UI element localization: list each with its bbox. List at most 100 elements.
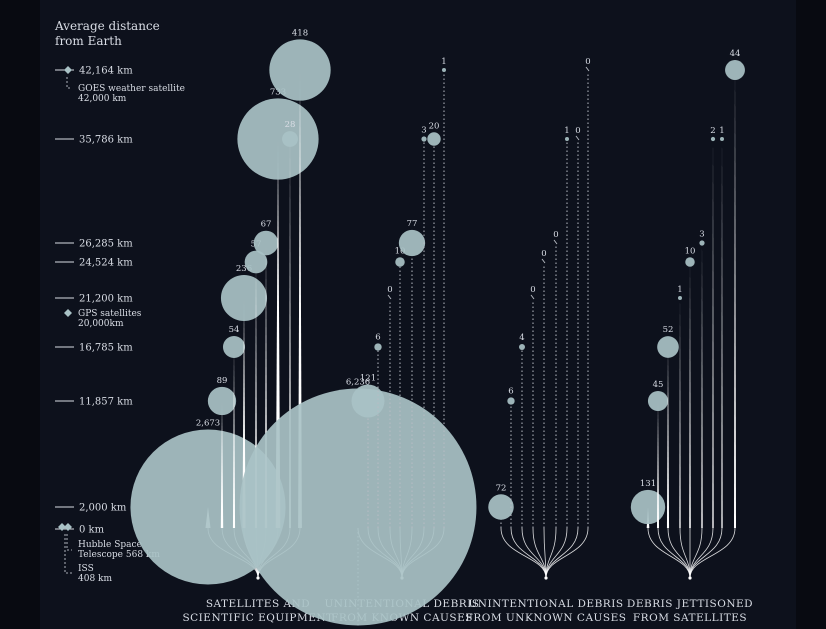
count-bubble — [244, 250, 268, 274]
solid-stem — [232, 347, 236, 528]
group-label-line: UNINTENTIONAL DEBRIS — [468, 598, 623, 610]
y-tick-label: 26,285 km — [79, 239, 133, 250]
count-bubble — [685, 257, 695, 267]
y-tick-label: 2,000 km — [79, 503, 127, 514]
zero-tick-mark — [530, 294, 535, 300]
y-tick-label: 35,786 km — [79, 135, 133, 146]
count-bubble — [565, 137, 569, 141]
count-bubble — [678, 296, 682, 300]
count-label: 1 — [441, 57, 446, 67]
count-bubble — [725, 60, 745, 80]
iss-marker-detail: 408 km — [78, 574, 112, 584]
y-tick-label: 16,785 km — [79, 343, 133, 354]
hubble-marker-detail: Telescope 568 km — [78, 550, 160, 560]
goes-marker-icon — [64, 66, 72, 74]
count-bubble — [657, 336, 679, 358]
y-tick-label: 42,164 km — [79, 66, 133, 77]
count-bubble — [647, 390, 669, 412]
fan-curve — [545, 527, 579, 579]
count-label: 0 — [530, 285, 535, 295]
count-label: 418 — [292, 28, 308, 38]
fan-curve — [689, 527, 736, 579]
y-tick-label: 0 km — [79, 525, 105, 536]
count-label: 1 — [677, 285, 682, 295]
solid-stem — [242, 298, 246, 528]
count-bubble — [237, 98, 319, 180]
count-bubble — [253, 230, 279, 256]
count-label: 0 — [585, 57, 590, 67]
count-label: 236 — [236, 264, 252, 274]
zero-tick-mark — [387, 294, 392, 300]
count-bubble — [507, 397, 515, 405]
iss-marker-label: ISS — [78, 564, 94, 574]
left-dark-margin — [0, 0, 40, 629]
goes-marker-detail: 42,000 km — [78, 94, 127, 104]
gps-marker-label: GPS satellites — [78, 309, 142, 319]
group-label-line: SCIENTIFIC EQUIPMENT — [182, 612, 333, 624]
fan-curve — [545, 527, 568, 579]
group-label-line: DEBRIS JETTISONED — [627, 598, 753, 610]
count-label: 0 — [541, 249, 546, 259]
zero-tick-mark — [541, 258, 546, 264]
count-label: 6,236 — [346, 378, 370, 388]
count-label: 67 — [261, 220, 272, 230]
count-bubble — [427, 132, 441, 146]
count-label: 6 — [375, 332, 380, 342]
solid-stem — [689, 262, 691, 528]
count-label: 3 — [699, 229, 704, 239]
y-tick-label: 11,857 km — [79, 397, 133, 408]
count-label: 1 — [564, 126, 569, 136]
count-bubble — [269, 39, 331, 101]
axis-title-line: Average distance — [54, 19, 160, 33]
count-bubble — [398, 229, 426, 257]
count-label: 44 — [730, 49, 741, 59]
count-label: 4 — [519, 333, 524, 343]
count-label: 54 — [229, 325, 240, 335]
count-label: 131 — [640, 479, 656, 489]
count-label: 3 — [421, 125, 426, 135]
fan-curve — [500, 527, 547, 579]
count-bubble — [282, 131, 298, 147]
count-label: 6 — [508, 386, 513, 396]
solid-stem — [712, 139, 714, 528]
group-label-line: FROM SATELLITES — [633, 612, 747, 624]
hubble-leader-line — [66, 534, 72, 551]
count-bubble — [699, 240, 705, 246]
solid-stem — [656, 401, 660, 528]
solid-stem — [666, 347, 670, 528]
count-bubble — [488, 494, 514, 520]
zero-tick-mark — [553, 239, 558, 245]
count-label: 10 — [685, 246, 696, 256]
y-tick-label: 24,524 km — [79, 258, 133, 269]
count-label: 1 — [719, 126, 724, 136]
goes-leader-line — [66, 77, 72, 89]
group-base-dot — [256, 576, 260, 580]
group-base-dot — [688, 576, 692, 580]
count-bubble — [222, 335, 246, 359]
hubble-marker-icon — [58, 523, 66, 531]
count-label: 72 — [496, 483, 507, 493]
count-bubble — [351, 384, 385, 418]
hubble-marker-label: Hubble Space — [78, 540, 142, 550]
right-dark-margin — [796, 0, 826, 629]
count-bubble — [207, 386, 237, 416]
group-label-line: SATELLITES AND — [206, 598, 310, 610]
count-bubble — [630, 489, 666, 525]
count-label: 77 — [407, 219, 418, 229]
gps-marker-icon — [64, 309, 72, 317]
count-label: 0 — [553, 230, 558, 240]
fan-curve — [657, 527, 691, 579]
iss-marker-icon — [64, 523, 72, 531]
count-label: 28 — [285, 120, 296, 130]
fan-curve — [689, 527, 723, 579]
solid-stem — [721, 139, 723, 528]
count-bubble — [374, 343, 382, 351]
solid-stem — [679, 298, 681, 528]
count-bubble — [395, 257, 405, 267]
group-base-dot — [544, 576, 548, 580]
group-label-line: FROM UNKNOWN CAUSES — [466, 612, 627, 624]
count-label: 733 — [270, 87, 286, 97]
goes-marker-label: GOES weather satellite — [78, 84, 185, 94]
